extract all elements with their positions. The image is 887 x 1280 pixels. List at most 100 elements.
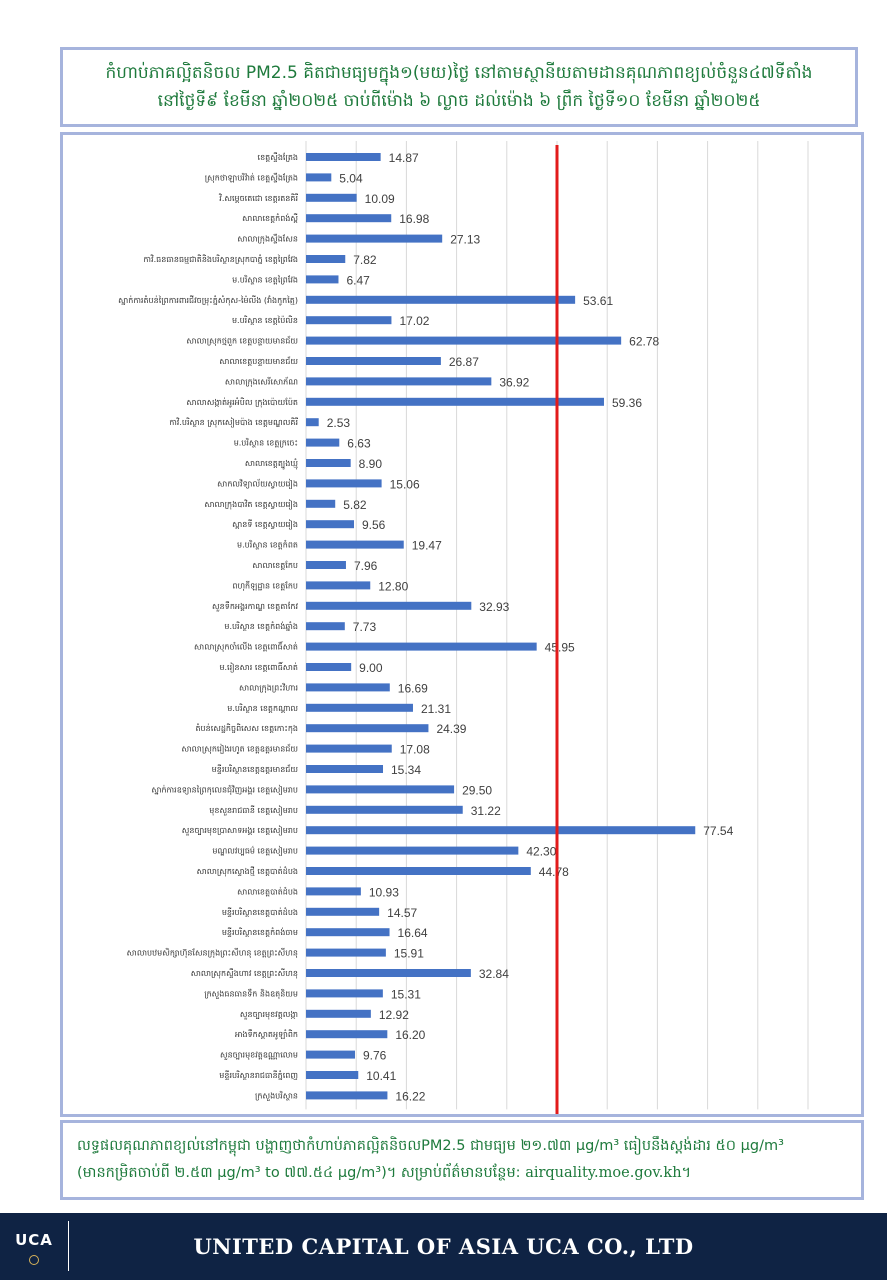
category-label: ស្រុកថាឡាបរិវ៉ាត់ ខេត្តស្ទឹងត្រែង [205,172,298,183]
bar [306,805,463,814]
category-label: សួនច្បារមុខវត្តលង្កា [240,1010,298,1020]
bar [306,765,384,773]
category-label: សាលាស្រុករៀងរហូត ខេត្តឧត្ដរមានជ័យ [182,744,299,755]
bar [306,1091,388,1100]
category-label: តំបន់សេដ្ឋកិច្ចពិសេស ខេត្តកោះកុង [195,723,298,734]
chart-title-line-2: នៅថ្ងៃទី៩ ខែមីនា ឆ្នាំ២០២៥ ចាប់ពីម៉ោង ៦ … [157,91,761,111]
bar [306,642,537,651]
value-label: 15.34 [391,763,421,777]
category-label: សាលាខេត្តកែប [252,560,298,570]
value-label: 10.09 [365,192,395,206]
logo-emblem-icon [29,1255,39,1265]
category-label: ម.បរិស្ថាន ខេត្តប៉ៃលិន [232,315,298,325]
bar [306,540,404,549]
category-label: សាលាក្រុងបាវិត ខេត្តស្វាយរៀង [204,499,298,510]
bar [306,173,332,182]
category-label: មន្ទីរបរិស្ថានខេត្តបាត់ដំបង [222,907,298,917]
chart-panel: ខេត្តស្ទឹងត្រែង 14.87 ស្រុកថាឡាបរិវ៉ាត់ ខេ… [60,132,864,1117]
category-label: មន្ទីរបរិស្ថានរាជធានីភ្នំពេញ [219,1070,298,1080]
category-label: មណ្ឌលវប្បធម៌ ខេត្តសៀមរាប [212,846,298,857]
value-label: 59.36 [612,396,642,410]
bar [306,989,383,998]
bar [306,438,340,447]
value-label: 26.87 [449,355,479,369]
category-label: អាងទឹកស្តាតអូឡាំពិក [235,1029,298,1040]
bar [306,1050,355,1059]
bar [306,785,455,794]
bar [306,561,346,569]
footnote-line-2: (មានកម្រិតចាប់ពី ២.៥៣ µg/m³ to ៧៧.៥៤ µg/… [77,1160,861,1187]
logo-divider [68,1221,69,1271]
bar [306,622,345,631]
bar [306,724,429,733]
category-label: សួនទឹកអង្គរកាណ្ឌ ខេត្តតាកែវ [212,601,298,612]
value-label: 42.30 [526,845,556,859]
bar [306,397,604,406]
bar [306,499,336,508]
bar [306,1009,371,1018]
bar [306,887,361,896]
category-label: មុខសួនរាជធានី ខេត្តសៀមរាប [209,805,298,816]
category-label: ស្ពានទី ខេត្តស្វាយរៀង [232,519,298,530]
value-label: 14.57 [387,906,417,920]
value-label: 62.78 [629,335,659,349]
value-label: 32.93 [479,600,509,614]
category-label: សាលាខេត្តបាត់ដំបង [237,886,298,896]
footnote-line-2-text: (មានកម្រិតចាប់ពី ២.៥៣ µg/m³ to ៧៧.៥៤ µg/… [77,1165,526,1181]
category-label: មន្ទីរបរិស្ថានខេត្តឧត្ដរមានជ័យ [212,764,299,774]
chart-title-box: កំហាប់ភាគល្អិតនិចល PM2.5 គិតជាមធ្យមក្នុង… [60,47,858,127]
bar [306,703,413,712]
category-label: សាលាស្រុកស្ទឹងហាវ ខេត្តព្រះសីហនុ [191,968,298,979]
value-label: 9.00 [359,661,383,675]
company-logo: UCA [9,1221,59,1271]
value-label: 10.93 [369,885,399,899]
bar [306,255,346,263]
value-label: 45.95 [545,641,575,655]
category-label: ម.បរិស្ថាន ខេត្តកំពង់ឆ្នាំង [224,621,298,631]
category-label: សាលាខេត្តត្បូងឃ្មុំ [245,458,299,470]
bar [306,867,531,875]
category-label: ពហុកីឡដ្ឋាន ខេត្តកែប [232,580,298,591]
value-label: 16.22 [395,1089,425,1103]
bar [306,969,471,977]
bar [306,601,472,610]
bar [306,275,339,284]
value-label: 19.47 [412,539,442,553]
category-label: សួនច្បារមុខប្រាសាទអង្គរ ខេត្តសៀមរាប [182,825,298,836]
category-label: ស្នាក់ការឧទ្យានព្រៃកុលេនជុំវិញអង្គរ ខេត្… [151,784,298,795]
category-label: សាលាក្រុងព្រះវិហារ [239,682,299,693]
value-label: 8.90 [359,457,383,471]
bar [306,316,392,325]
category-label: ម.រៀនសារ ខេត្តពោធិ៍សាត់ [219,661,298,673]
value-label: 15.31 [391,987,421,1001]
value-label: 15.91 [394,947,424,961]
category-label: សួនច្បារមុខវត្តឧណ្ណាលោម [220,1051,298,1061]
bar [306,295,576,304]
value-label: 16.64 [398,926,428,940]
category-label: ម.បរិស្ថាន ខេត្តកណ្ដាល [227,703,298,713]
value-label: 7.73 [353,620,377,634]
bar [306,214,392,223]
value-label: 5.04 [339,171,363,185]
category-label: សាលាស្រុកថ្មពួក ខេត្តបន្ទាយមានជ័យ [186,336,298,347]
bar [306,193,357,202]
value-label: 2.53 [327,416,351,430]
bar [306,581,371,590]
footnote-link[interactable]: airquality.moe.gov.kh [525,1165,682,1181]
bar [306,153,381,161]
value-label: 53.61 [583,294,613,308]
category-label: សាកលវិទ្យាល័យស្វាយរៀង [217,478,298,489]
bar [306,418,319,427]
bar [306,846,519,855]
category-label: សាលាក្រុងស្ទឹងសែន [237,234,298,245]
category-label: សាលាក្រុងសេរីសោភ័ណ [225,376,298,387]
bar [306,336,622,345]
bar [306,459,351,467]
category-label: ខេត្តស្ទឹងត្រែង [258,152,298,162]
value-label: 7.96 [354,559,378,573]
category-label: កាវិ.បរិស្ថាន ស្រុកសៀមប៉ាង ខេត្តមណ្ឌលគិរ… [169,417,298,428]
category-label: ម.បរិស្ថាន ខេត្តក្រចេះ [234,438,298,448]
category-label: វិ.សម្ដេចតេជោ ខេត្តរតនគិរី [218,193,299,203]
value-label: 27.13 [450,233,480,247]
value-label: 31.22 [471,804,501,818]
